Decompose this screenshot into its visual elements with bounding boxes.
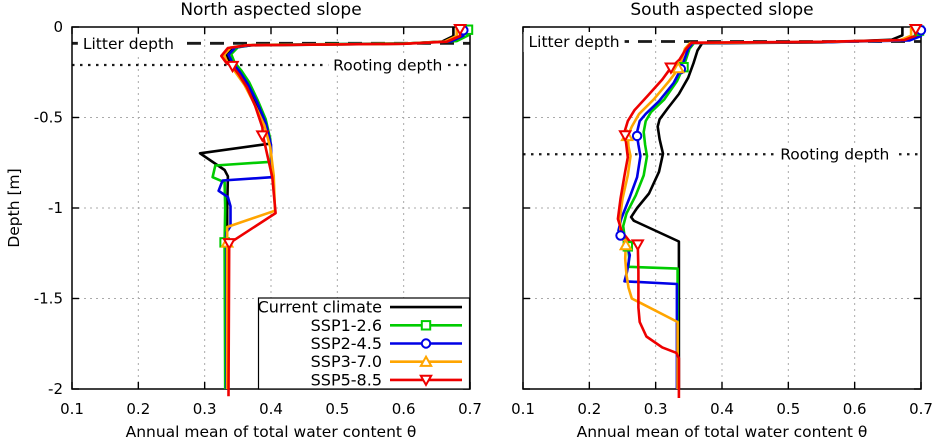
x-tick-label: 0.4 [710,400,734,418]
legend-sample-marker [419,374,433,387]
x-tick-label: 0.7 [909,400,933,418]
x-tick-label: 0.2 [126,400,150,418]
annotation-label-bg [77,33,179,54]
y-tick-label: -1.5 [34,290,63,308]
x-tick-label: 0.3 [644,400,668,418]
x-axis-label-north: Annual mean of total water content θ [125,423,417,441]
legend: Current climateSSP1-2.6SSP2-4.5SSP3-7.0S… [258,297,471,390]
y-tick-label: -1 [48,199,63,217]
legend-entry-label: SSP3-7.0 [311,352,382,371]
x-tick-label: 0.7 [458,400,482,418]
x-tick-label: 0.1 [60,400,84,418]
rooting-depth-label: Rooting depth [333,57,442,75]
rooting-depth-label: Rooting depth [780,146,889,164]
y-tick-label: 0 [53,18,63,36]
gridlines [523,27,921,389]
annotation-label-bg [775,144,895,165]
x-tick-label: 0.2 [577,400,601,418]
plot-south: Litter depth Rooting depth 0.1 0.2 0.3 0.4 0.5… [511,23,933,418]
y-tick-label: -0.5 [34,109,63,127]
marker-triangle-down-ssp5-8-5 [664,62,678,75]
marker-triangle-up-ssp3-7-0 [618,238,633,251]
legend-sample-marker [420,338,432,349]
annotation-label-bg [328,55,448,76]
marker-triangle-down-ssp5-8-5 [618,130,633,143]
marker-triangle-down-ssp5-8-5 [630,239,645,252]
legend-entry-label: SSP2-4.5 [311,334,382,353]
plot-north: Litter depth Rooting depth 0.1 0.2 0.3 0.4 0.5… [34,18,482,418]
x-tick-label: 0.3 [193,400,217,418]
x-tick-label: 0.6 [843,400,867,418]
marker-triangle-down-ssp5-8-5 [222,238,237,251]
x-axis-label-south: Annual mean of total water content θ [576,423,868,441]
marker-triangle-down-ssp5-8-5 [453,23,467,37]
marker-triangle-down-ssp5-8-5 [255,130,270,143]
legend-sample-marker [419,354,433,367]
series-line-ssp5-8-5 [220,27,462,397]
annotation-label-bg [523,31,625,52]
litter-depth-label: Litter depth [83,35,174,53]
y-tick-label: -2 [48,380,63,398]
x-tick-label: 0.5 [776,400,800,418]
legend-entry-label: SSP5-8.5 [311,370,382,389]
legend-entry-label: Current climate [258,298,382,317]
x-tick-label: 0.6 [392,400,416,418]
marker-circle-ssp2-4-5 [615,230,626,241]
gridlines [72,27,470,389]
x-tick-label: 0.4 [259,400,283,418]
plot-title-south: South aspected slope [630,0,814,20]
marker-triangle-down-ssp5-8-5 [908,23,923,37]
marker-circle-ssp2-4-5 [631,130,643,142]
series-line-ssp3-7-0 [618,27,913,389]
plot-title-north: North aspected slope [180,0,362,20]
x-tick-label: 0.1 [511,400,535,418]
legend-entry-label: SSP1-2.6 [311,316,382,335]
series-line-ssp5-8-5 [616,27,917,398]
marker-triangle-down-ssp5-8-5 [225,60,240,74]
marker-triangle-up-ssp3-7-0 [671,61,686,74]
series-line-current-climate [629,27,904,389]
x-tick-label: 0.5 [325,400,349,418]
legend-sample-marker [420,320,432,331]
litter-depth-label: Litter depth [529,33,620,51]
